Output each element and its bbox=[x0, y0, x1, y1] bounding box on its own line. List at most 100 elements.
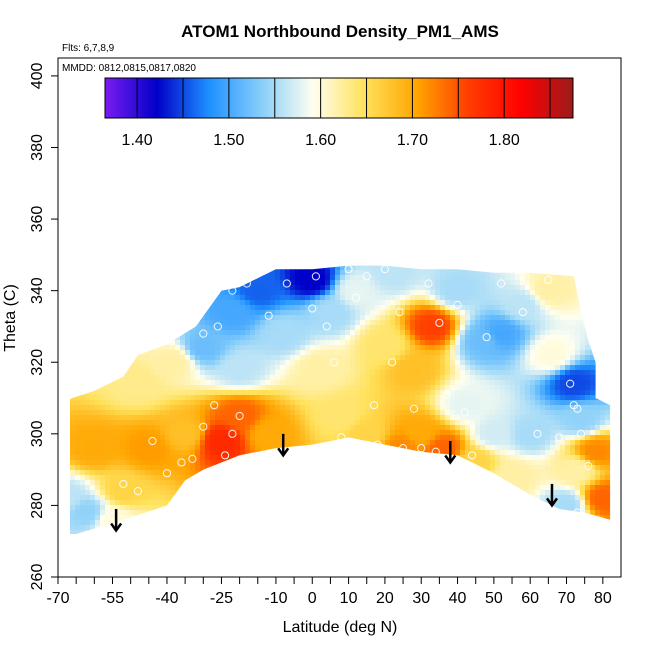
heatmap-cell bbox=[365, 495, 371, 501]
heatmap-cell bbox=[200, 500, 206, 506]
heatmap-cell bbox=[325, 315, 331, 321]
heatmap-cell bbox=[425, 320, 431, 326]
heatmap-cell bbox=[255, 425, 261, 431]
heatmap-cell bbox=[190, 425, 196, 431]
heatmap-cell bbox=[415, 465, 421, 471]
heatmap-cell bbox=[165, 335, 171, 341]
heatmap-cell bbox=[80, 495, 86, 501]
heatmap-cell bbox=[190, 315, 196, 321]
heatmap-cell bbox=[480, 445, 486, 451]
heatmap-cell bbox=[190, 355, 196, 361]
heatmap-cell bbox=[290, 515, 296, 521]
heatmap-cell bbox=[85, 270, 91, 276]
heatmap-cell bbox=[100, 370, 106, 376]
heatmap-cell bbox=[160, 430, 166, 436]
heatmap-cell bbox=[235, 530, 241, 534]
heatmap-cell bbox=[135, 510, 141, 516]
heatmap-cell bbox=[300, 470, 306, 476]
heatmap-cell bbox=[430, 325, 436, 331]
heatmap-cell bbox=[495, 455, 501, 461]
heatmap-cell bbox=[240, 460, 246, 466]
heatmap-cell bbox=[480, 520, 486, 526]
heatmap-cell bbox=[495, 355, 501, 361]
heatmap-cell bbox=[200, 425, 206, 431]
heatmap-cell bbox=[315, 530, 321, 534]
heatmap-cell bbox=[170, 500, 176, 506]
heatmap-cell bbox=[95, 445, 101, 451]
heatmap-cell bbox=[150, 500, 156, 506]
heatmap-cell bbox=[325, 410, 331, 416]
heatmap-cell bbox=[305, 350, 311, 356]
heatmap-cell bbox=[415, 360, 421, 366]
heatmap-cell bbox=[90, 515, 96, 521]
heatmap-cell bbox=[475, 265, 481, 271]
heatmap-cell bbox=[400, 395, 406, 401]
heatmap-cell bbox=[425, 270, 431, 276]
heatmap-cell bbox=[155, 465, 161, 471]
heatmap-cell bbox=[490, 480, 496, 486]
heatmap-cell bbox=[230, 410, 236, 416]
heatmap-cell bbox=[165, 425, 171, 431]
heatmap-cell bbox=[405, 395, 411, 401]
heatmap-cell bbox=[490, 520, 496, 526]
heatmap-cell bbox=[265, 415, 271, 421]
heatmap-cell bbox=[345, 260, 351, 266]
heatmap-cell bbox=[240, 295, 246, 301]
heatmap-cell bbox=[435, 300, 441, 306]
heatmap-cell bbox=[210, 435, 216, 441]
heatmap-cell bbox=[130, 400, 136, 406]
heatmap-cell bbox=[295, 260, 301, 266]
heatmap-cell bbox=[360, 460, 366, 466]
heatmap-cell bbox=[465, 285, 471, 291]
heatmap-cell bbox=[145, 315, 151, 321]
heatmap-cell bbox=[140, 470, 146, 476]
heatmap-cell bbox=[505, 320, 511, 326]
heatmap-cell bbox=[130, 360, 136, 366]
heatmap-cell bbox=[440, 280, 446, 286]
heatmap-cell bbox=[130, 450, 136, 456]
heatmap-cell bbox=[290, 400, 296, 406]
heatmap-cell bbox=[395, 490, 401, 496]
heatmap-cell bbox=[295, 275, 301, 281]
heatmap-cell bbox=[220, 460, 226, 466]
heatmap-cell bbox=[425, 500, 431, 506]
heatmap-cell bbox=[480, 405, 486, 411]
heatmap-cell bbox=[205, 315, 211, 321]
heatmap-cell bbox=[420, 300, 426, 306]
heatmap-cell bbox=[500, 395, 506, 401]
heatmap-cell bbox=[380, 320, 386, 326]
heatmap-cell bbox=[75, 405, 81, 411]
heatmap-cell bbox=[230, 280, 236, 286]
heatmap-cell bbox=[475, 415, 481, 421]
heatmap-cell bbox=[375, 345, 381, 351]
heatmap-cell bbox=[150, 520, 156, 526]
heatmap-cell bbox=[205, 505, 211, 511]
heatmap-cell bbox=[490, 275, 496, 281]
heatmap-cell bbox=[165, 455, 171, 461]
heatmap-cell bbox=[285, 515, 291, 521]
heatmap-cell bbox=[350, 445, 356, 451]
heatmap-cell bbox=[250, 530, 256, 534]
heatmap-cell bbox=[455, 495, 461, 501]
heatmap-cell bbox=[260, 360, 266, 366]
heatmap-cell bbox=[340, 515, 346, 521]
heatmap-cell bbox=[400, 375, 406, 381]
heatmap-cell bbox=[495, 365, 501, 371]
heatmap-cell bbox=[225, 300, 231, 306]
heatmap-cell bbox=[130, 280, 136, 286]
heatmap-cell bbox=[365, 515, 371, 521]
heatmap-cell bbox=[340, 535, 346, 541]
heatmap-cell bbox=[120, 400, 126, 406]
heatmap-cell bbox=[470, 275, 476, 281]
heatmap-cell bbox=[325, 260, 331, 266]
heatmap-cell bbox=[485, 345, 491, 351]
heatmap-cell bbox=[260, 510, 266, 516]
heatmap-cell bbox=[130, 455, 136, 461]
heatmap-cell bbox=[250, 295, 256, 301]
heatmap-cell bbox=[395, 455, 401, 461]
heatmap-cell bbox=[475, 300, 481, 306]
heatmap-cell bbox=[190, 280, 196, 286]
heatmap-cell bbox=[190, 475, 196, 481]
heatmap-cell bbox=[285, 415, 291, 421]
heatmap-cell bbox=[295, 380, 301, 386]
